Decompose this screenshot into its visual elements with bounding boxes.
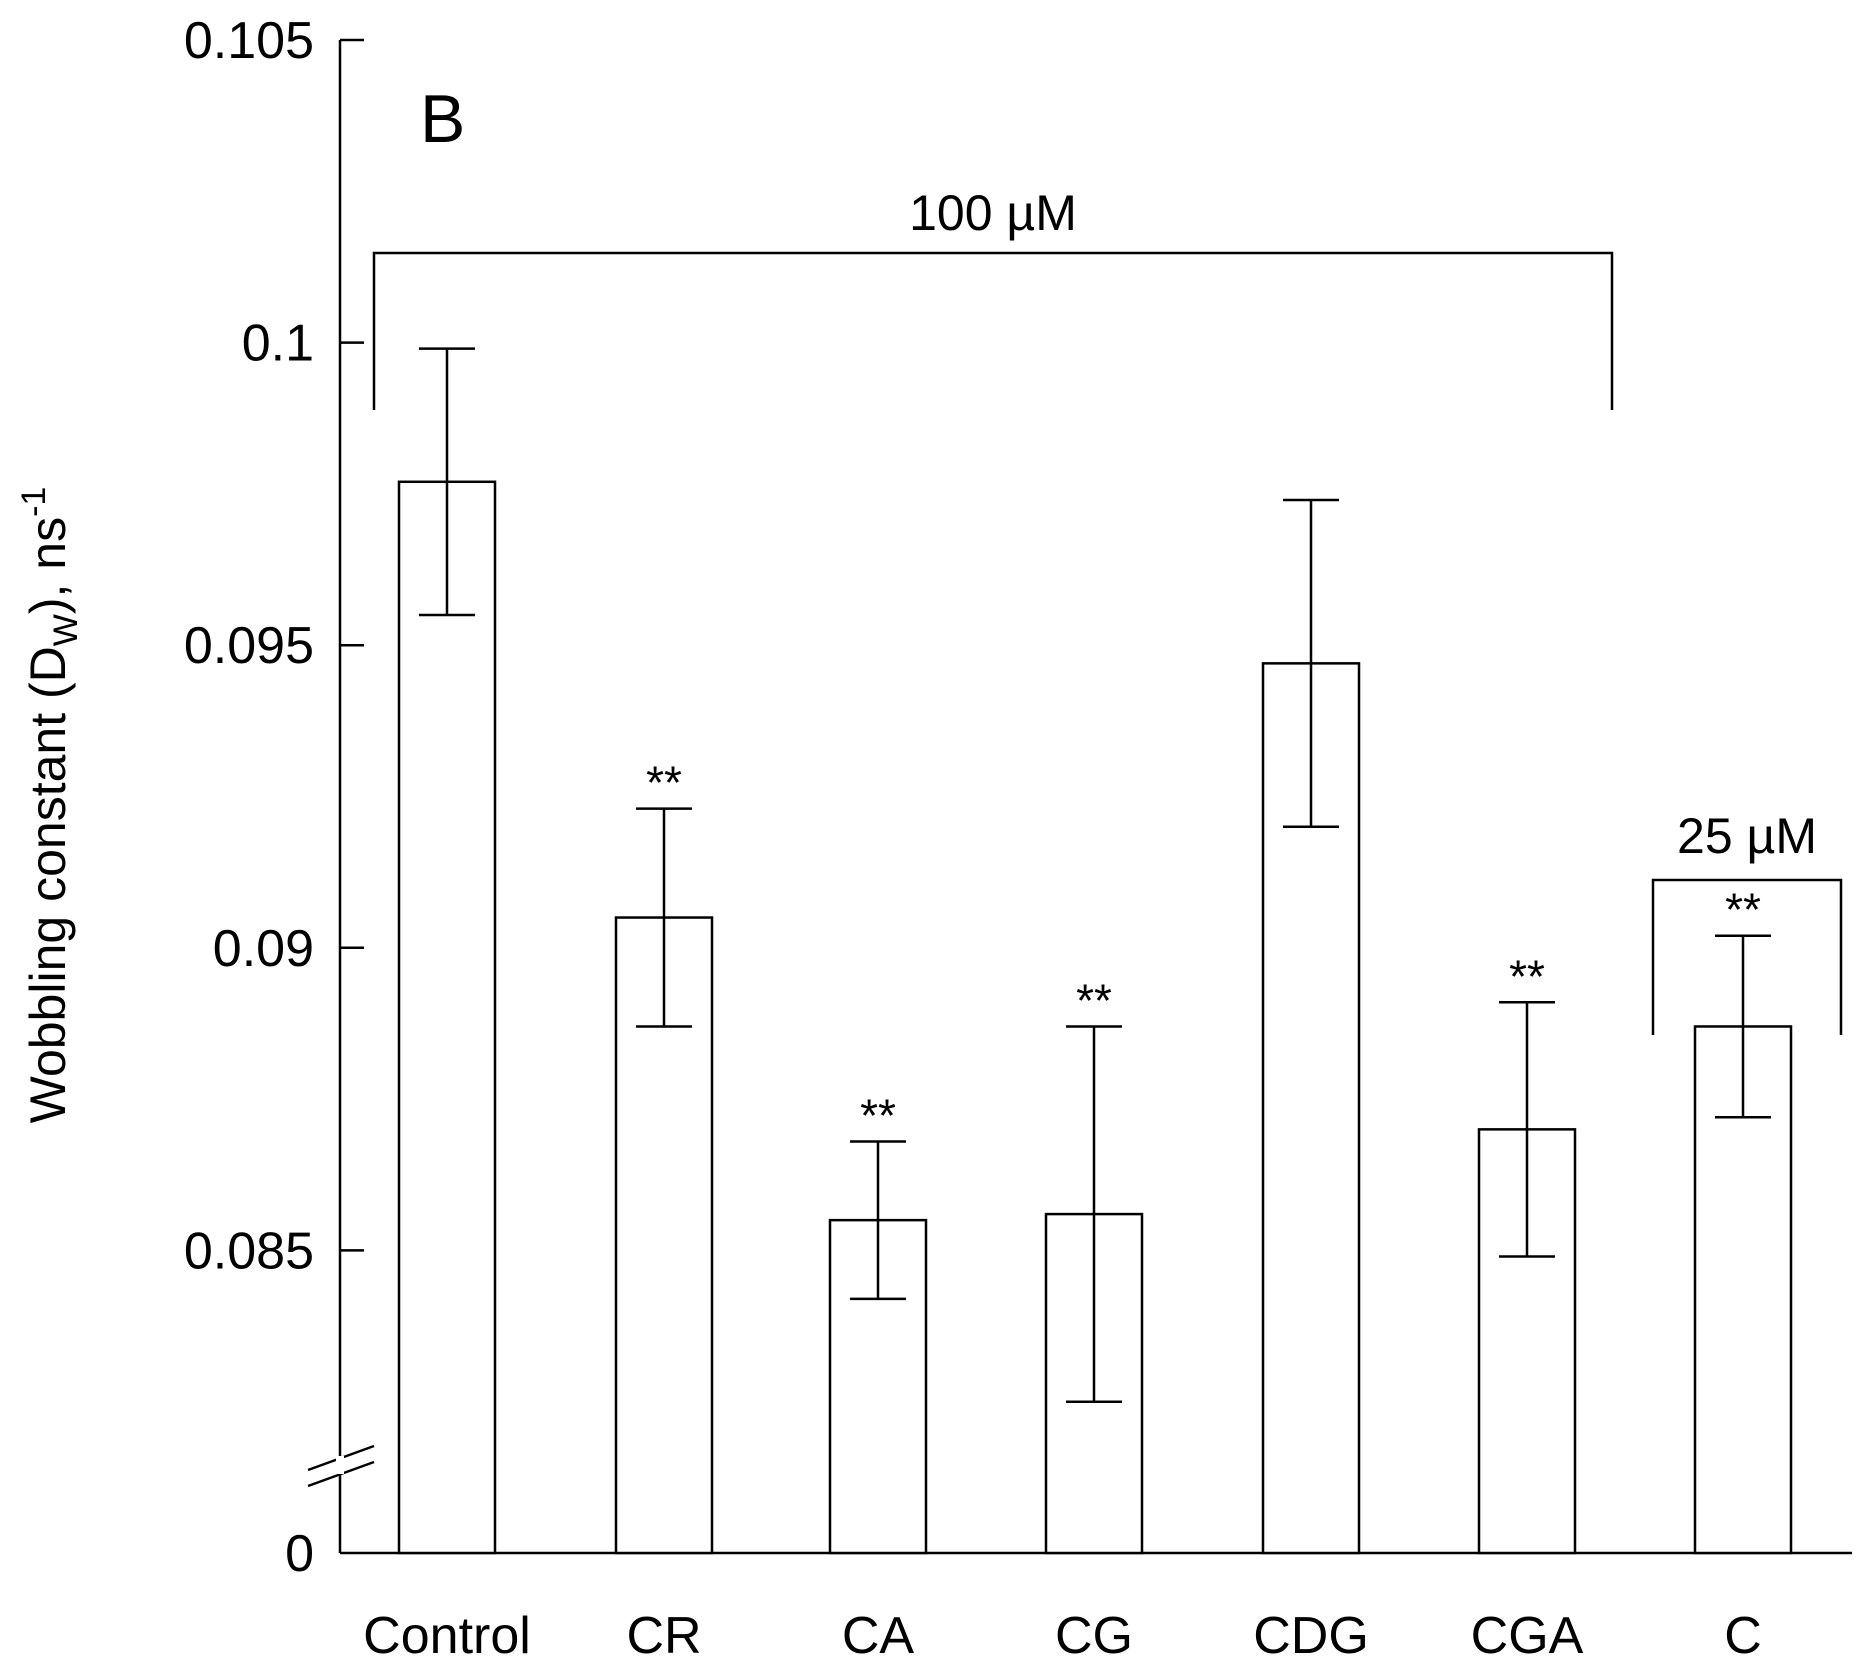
y-tick-label: 0.095 bbox=[184, 617, 314, 675]
significance-label: ** bbox=[860, 1089, 896, 1141]
category-label: CDG bbox=[1253, 1607, 1369, 1665]
y-axis-title-sup: -1 bbox=[15, 487, 53, 517]
y-tick-label: 0 bbox=[285, 1525, 314, 1583]
category-label: CR bbox=[626, 1607, 701, 1665]
axes: 0.085 0.09 0.095 0.1 0.105 0 bbox=[184, 12, 1852, 1583]
significance-label: ** bbox=[1725, 884, 1761, 936]
significance-label: ** bbox=[1509, 950, 1545, 1002]
bracket-label-25um: 25 µM bbox=[1677, 808, 1817, 864]
y-axis-title-sub: W bbox=[47, 614, 85, 646]
bar bbox=[397, 480, 497, 1555]
y-axis-title-end: ), ns bbox=[20, 517, 76, 614]
y-tick-label: 0.105 bbox=[184, 12, 314, 70]
significance-label: ** bbox=[1076, 974, 1112, 1026]
category-label: Control bbox=[363, 1607, 531, 1665]
axis-break-gap bbox=[336, 1456, 344, 1474]
bracket-25um bbox=[1651, 878, 1843, 1035]
y-tick-label: 0.085 bbox=[184, 1222, 314, 1280]
y-axis-title: Wobbling constant (DW), ns-1 bbox=[15, 487, 85, 1124]
y-tick-label: 0.1 bbox=[242, 315, 314, 373]
annotations: 100 µM 25 µM bbox=[372, 185, 1843, 1035]
significance-label: ** bbox=[646, 757, 682, 809]
category-label: CA bbox=[842, 1607, 915, 1665]
bracket-label-100um: 100 µM bbox=[909, 185, 1077, 241]
bars: Control ** CR ** CA ** CG CDG ** CGA ** C bbox=[363, 347, 1793, 1665]
category-label: CGA bbox=[1471, 1607, 1584, 1665]
bracket-100um bbox=[372, 251, 1614, 410]
category-label: CG bbox=[1055, 1607, 1133, 1665]
panel-label: B bbox=[420, 81, 465, 157]
y-axis-title-main: Wobbling constant (D bbox=[20, 646, 76, 1123]
y-tick-label: 0.09 bbox=[213, 920, 314, 978]
category-label: C bbox=[1724, 1607, 1762, 1665]
